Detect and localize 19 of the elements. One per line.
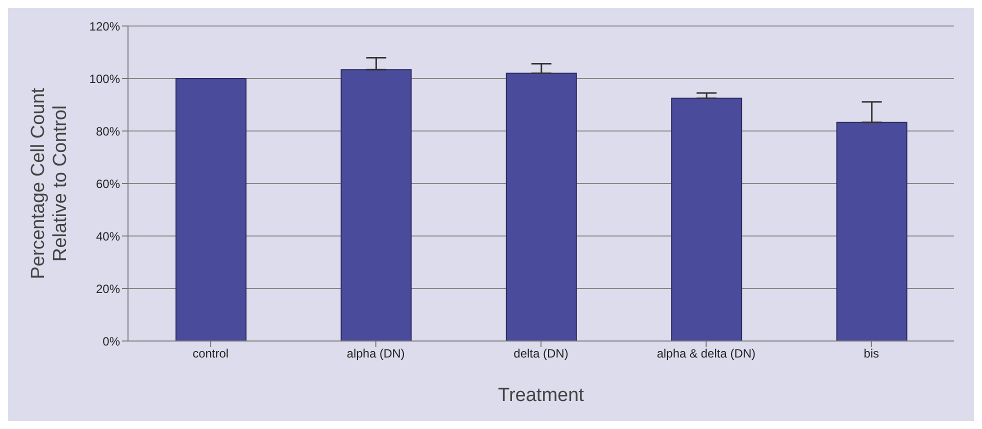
y-tick-label: 100% xyxy=(89,72,120,86)
y-axis-title: Percentage Cell Count Relative to Control xyxy=(28,87,71,280)
y-tick-label: 40% xyxy=(96,229,120,244)
x-tick-label: control xyxy=(192,346,229,361)
y-tick-label: 120% xyxy=(89,19,120,34)
bar xyxy=(176,78,246,341)
y-tick-label: 80% xyxy=(96,124,120,138)
bar xyxy=(836,122,908,341)
x-tick-label: alpha & delta (DN) xyxy=(656,346,756,361)
bar xyxy=(506,72,577,341)
x-axis-title: Treatment xyxy=(498,385,585,406)
y-tick-label: 20% xyxy=(96,282,120,296)
bar xyxy=(671,98,742,341)
bar xyxy=(340,69,412,341)
x-tick-label: alpha (DN) xyxy=(346,346,405,361)
x-tick-label: delta (DN) xyxy=(514,346,568,361)
y-tick-label: 0% xyxy=(102,334,120,348)
x-tick-label: bis xyxy=(864,346,880,361)
y-tick-label: 60% xyxy=(96,176,120,191)
